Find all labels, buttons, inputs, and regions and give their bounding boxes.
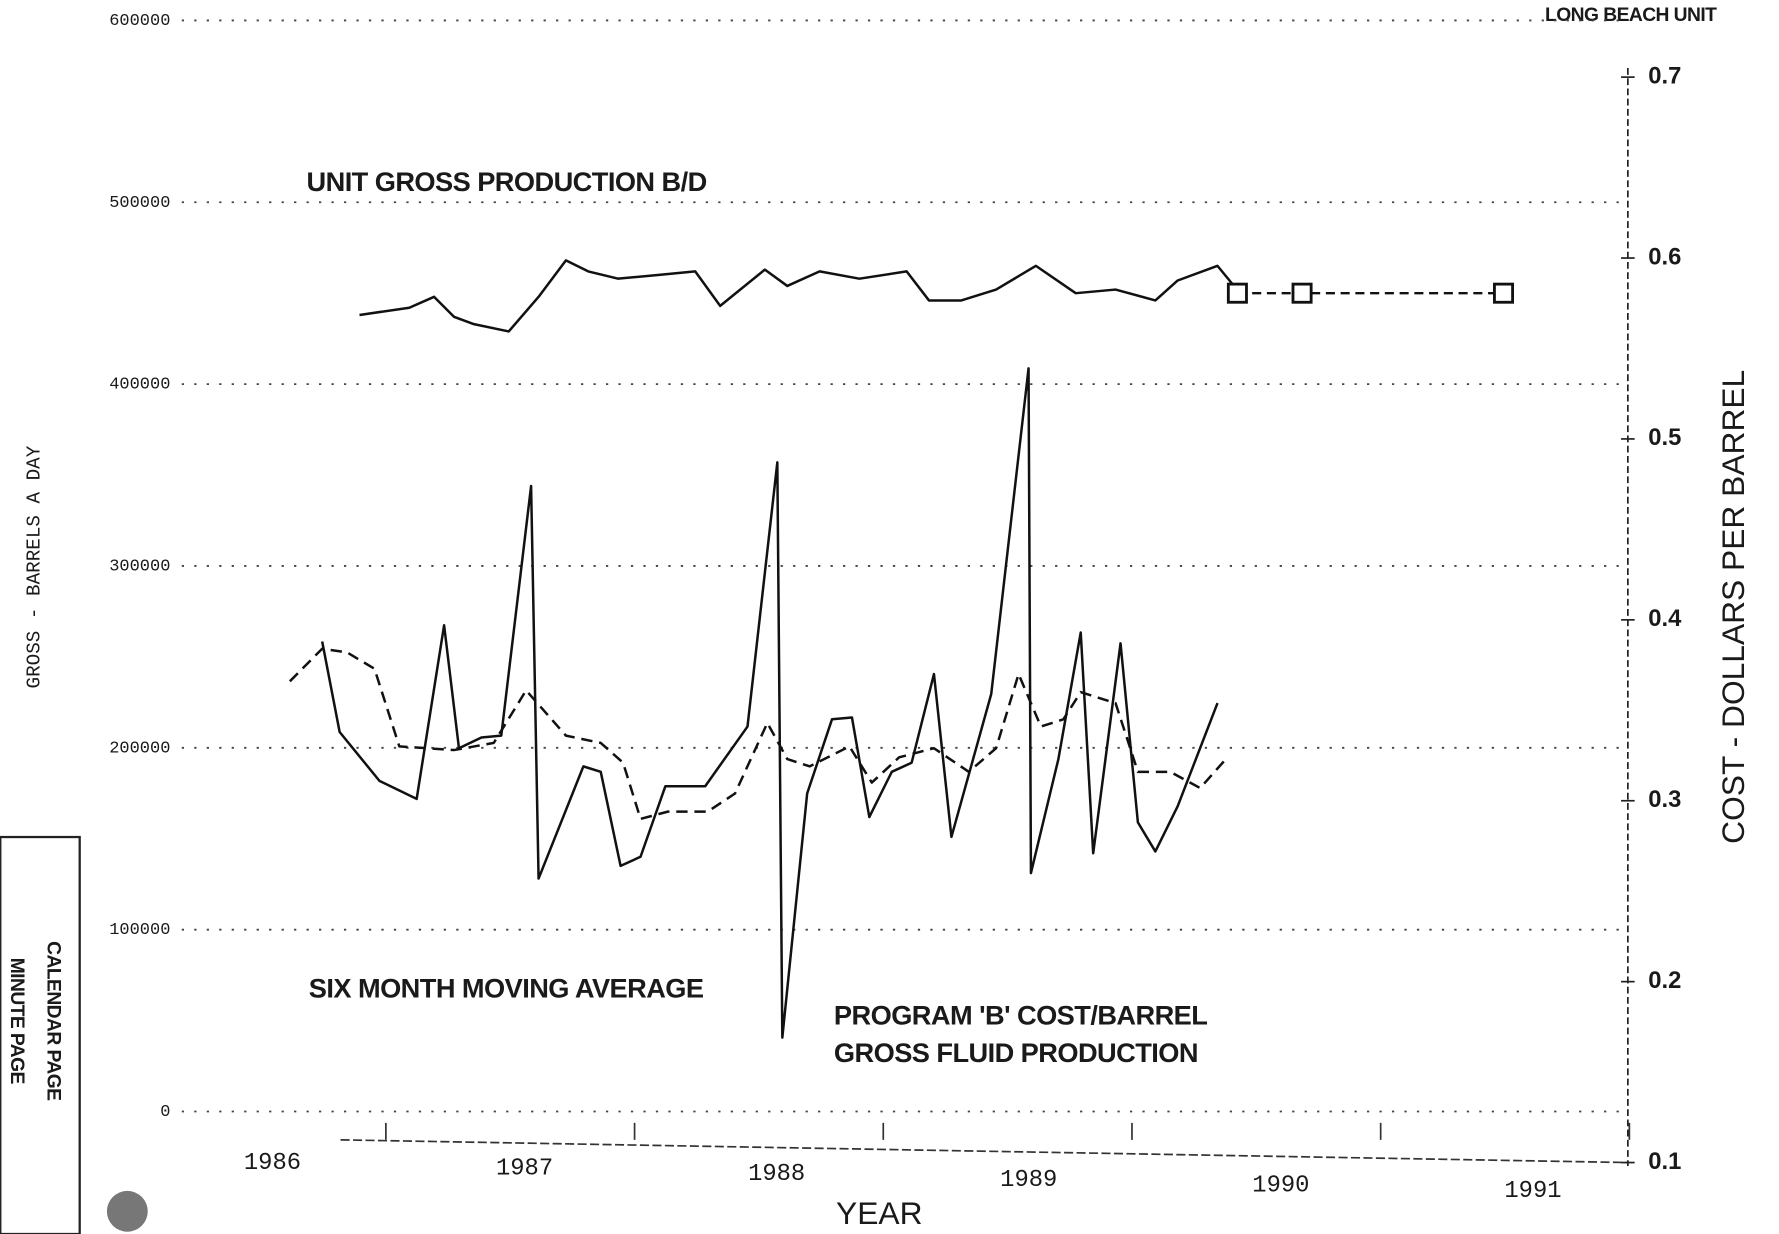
annotation: UNIT GROSS PRODUCTION B/D [307, 166, 707, 197]
y2-tick-label: 0.7 [1648, 62, 1681, 89]
annotation: SIX MONTH MOVING AVERAGE [309, 972, 704, 1003]
x-axis-title: YEAR [836, 1195, 922, 1231]
punch-hole [106, 1190, 148, 1232]
y2-tick-label: 0.4 [1648, 605, 1682, 632]
stamp-text: MINUTE PAGE [6, 958, 27, 1085]
y-axis-title: GROSS - BARRELS A DAY [23, 445, 45, 688]
y2-tick-label: 0.2 [1648, 967, 1681, 994]
y-tick-label: 200000 [109, 739, 170, 758]
y-tick-label: 600000 [109, 12, 170, 31]
y-tick-label: 300000 [109, 557, 170, 576]
x-tick-label: 1990 [1252, 1173, 1309, 1200]
series-line [288, 647, 1229, 821]
x-tick-label: 1989 [1000, 1167, 1057, 1194]
y-tick-label: 400000 [109, 376, 170, 395]
series-line [359, 259, 1234, 333]
y2-tick-label: 0.5 [1648, 424, 1681, 451]
x-axis-line [340, 1139, 1628, 1164]
y-tick-label: 0 [160, 1103, 170, 1122]
y-tick-label: 100000 [109, 921, 170, 940]
stamp-text: CALENDAR PAGE [42, 941, 63, 1101]
projection-marker [1493, 282, 1515, 304]
x-tick-label: 1991 [1504, 1178, 1561, 1205]
stamp-box [0, 835, 81, 1234]
y2-tick-label: 0.6 [1648, 243, 1681, 270]
projection-marker [1291, 282, 1313, 304]
x-tick-label: 1988 [748, 1161, 805, 1188]
y-tick-label: 500000 [109, 194, 170, 213]
x-tick-label: 1987 [496, 1156, 553, 1183]
y2-tick-label: 0.1 [1648, 1148, 1681, 1175]
series-line [320, 367, 1219, 1039]
header: LONG BEACH UNIT [1545, 5, 1717, 26]
annotation: PROGRAM 'B' COST/BARREL [834, 1000, 1207, 1031]
y2-tick-label: 0.3 [1648, 786, 1681, 813]
y2-axis-title: COST - DOLLARS PER BARREL [1715, 370, 1751, 844]
x-tick-label: 1986 [244, 1150, 301, 1177]
projection-marker [1226, 282, 1248, 304]
annotation: GROSS FLUID PRODUCTION [834, 1037, 1198, 1068]
